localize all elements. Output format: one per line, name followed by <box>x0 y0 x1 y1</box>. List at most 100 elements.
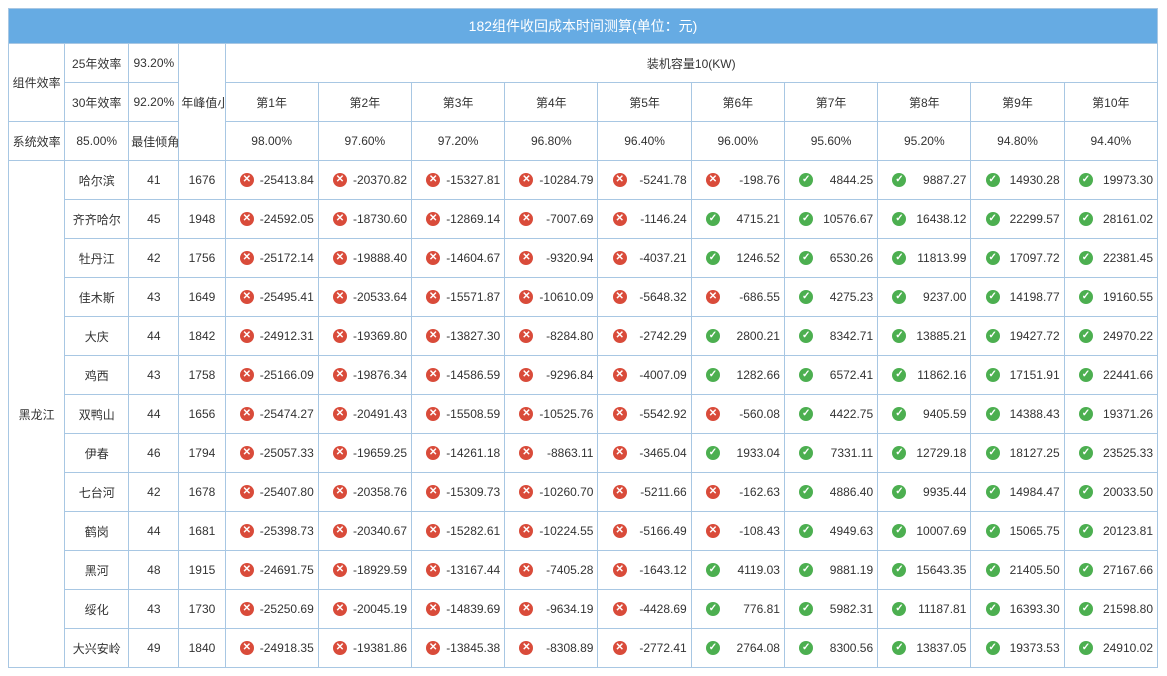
value-cell: ✕-8284.80 <box>505 317 598 356</box>
x-icon: ✕ <box>333 446 347 460</box>
value-cell: ✕-14586.59 <box>412 356 505 395</box>
city-tilt: 43 <box>129 356 179 395</box>
x-icon: ✕ <box>519 368 533 382</box>
eff25-val: 93.20% <box>129 44 179 83</box>
check-icon: ✓ <box>892 602 906 616</box>
check-icon: ✓ <box>799 212 813 226</box>
value-number: -19369.80 <box>349 329 407 343</box>
value-number: -162.63 <box>722 485 780 499</box>
payback-table: 182组件收回成本时间测算(单位：元)组件效率25年效率93.20%年峰值小时数… <box>8 8 1158 668</box>
value-cell: ✕-4428.69 <box>598 590 691 629</box>
value-number: 8300.56 <box>815 641 873 655</box>
check-icon: ✓ <box>799 329 813 343</box>
value-number: -2742.29 <box>629 329 687 343</box>
value-cell: ✕-15282.61 <box>412 512 505 551</box>
value-number: -25474.27 <box>256 407 314 421</box>
value-number: -5648.32 <box>629 290 687 304</box>
value-cell: ✕-1146.24 <box>598 200 691 239</box>
value-cell: ✕-25413.84 <box>225 161 318 200</box>
value-cell: ✓19371.26 <box>1064 395 1157 434</box>
check-icon: ✓ <box>1079 212 1093 226</box>
check-icon: ✓ <box>799 563 813 577</box>
x-icon: ✕ <box>706 485 720 499</box>
value-number: 4844.25 <box>815 173 873 187</box>
x-icon: ✕ <box>519 602 533 616</box>
value-cell: ✕-9634.19 <box>505 590 598 629</box>
value-cell: ✕-5166.49 <box>598 512 691 551</box>
check-icon: ✓ <box>892 485 906 499</box>
x-icon: ✕ <box>240 368 254 382</box>
value-number: -5166.49 <box>629 524 687 538</box>
value-cell: ✕-20340.67 <box>318 512 411 551</box>
x-icon: ✕ <box>333 329 347 343</box>
value-number: 11862.16 <box>908 368 966 382</box>
value-number: 22441.66 <box>1095 368 1153 382</box>
city-hours: 1840 <box>179 629 225 668</box>
check-icon: ✓ <box>799 368 813 382</box>
x-icon: ✕ <box>426 602 440 616</box>
value-cell: ✓21405.50 <box>971 551 1064 590</box>
check-icon: ✓ <box>986 173 1000 187</box>
value-number: -8308.89 <box>535 641 593 655</box>
value-cell: ✕-20045.19 <box>318 590 411 629</box>
value-cell: ✕-15571.87 <box>412 278 505 317</box>
x-icon: ✕ <box>613 290 627 304</box>
value-number: -8284.80 <box>535 329 593 343</box>
check-icon: ✓ <box>892 446 906 460</box>
value-number: 14198.77 <box>1002 290 1060 304</box>
check-icon: ✓ <box>1079 641 1093 655</box>
value-cell: ✕-19888.40 <box>318 239 411 278</box>
value-number: -15508.59 <box>442 407 500 421</box>
x-icon: ✕ <box>333 407 347 421</box>
value-number: -4007.09 <box>629 368 687 382</box>
value-cell: ✓1933.04 <box>691 434 784 473</box>
value-cell: ✓17097.72 <box>971 239 1064 278</box>
x-icon: ✕ <box>240 563 254 577</box>
check-icon: ✓ <box>799 446 813 460</box>
module-eff-label: 组件效率 <box>9 44 65 122</box>
value-cell: ✕-10610.09 <box>505 278 598 317</box>
value-number: -5241.78 <box>629 173 687 187</box>
x-icon: ✕ <box>240 602 254 616</box>
value-cell: ✕-15327.81 <box>412 161 505 200</box>
value-cell: ✕-14604.67 <box>412 239 505 278</box>
city-hours: 1758 <box>179 356 225 395</box>
value-cell: ✓8300.56 <box>784 629 877 668</box>
value-cell: ✕-24912.31 <box>225 317 318 356</box>
value-number: 4886.40 <box>815 485 873 499</box>
x-icon: ✕ <box>613 446 627 460</box>
check-icon: ✓ <box>986 485 1000 499</box>
value-number: -15309.73 <box>442 485 500 499</box>
value-cell: ✕-9320.94 <box>505 239 598 278</box>
value-number: 20123.81 <box>1095 524 1153 538</box>
year-pct-9: 94.80% <box>971 122 1064 161</box>
check-icon: ✓ <box>986 290 1000 304</box>
city-name: 伊春 <box>65 434 129 473</box>
value-cell: ✓10576.67 <box>784 200 877 239</box>
value-number: -5542.92 <box>629 407 687 421</box>
value-number: -560.08 <box>722 407 780 421</box>
value-cell: ✓4949.63 <box>784 512 877 551</box>
value-cell: ✓15643.35 <box>878 551 971 590</box>
year-header-4: 第4年 <box>505 83 598 122</box>
check-icon: ✓ <box>986 641 1000 655</box>
value-cell: ✓6572.41 <box>784 356 877 395</box>
value-number: -25057.33 <box>256 446 314 460</box>
value-cell: ✕-25398.73 <box>225 512 318 551</box>
value-number: -24592.05 <box>256 212 314 226</box>
check-icon: ✓ <box>892 290 906 304</box>
value-cell: ✕-25407.80 <box>225 473 318 512</box>
check-icon: ✓ <box>1079 290 1093 304</box>
value-number: -20491.43 <box>349 407 407 421</box>
value-cell: ✓14198.77 <box>971 278 1064 317</box>
value-number: 20033.50 <box>1095 485 1153 499</box>
value-cell: ✓4886.40 <box>784 473 877 512</box>
value-cell: ✕-14839.69 <box>412 590 505 629</box>
check-icon: ✓ <box>799 251 813 265</box>
value-cell: ✓8342.71 <box>784 317 877 356</box>
check-icon: ✓ <box>706 602 720 616</box>
value-cell: ✓9887.27 <box>878 161 971 200</box>
check-icon: ✓ <box>1079 485 1093 499</box>
value-number: 21598.80 <box>1095 602 1153 616</box>
city-hours: 1678 <box>179 473 225 512</box>
